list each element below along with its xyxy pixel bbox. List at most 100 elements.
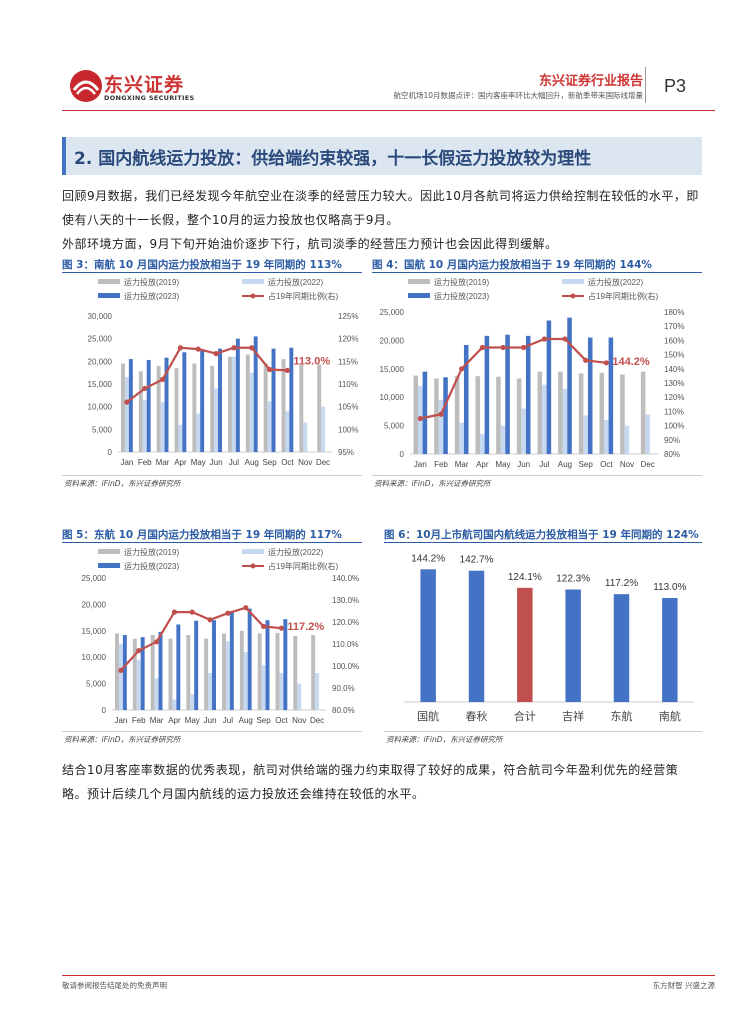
fig5-ratio-point [278, 625, 285, 631]
paragraph-1: 回顾9月数据，我们已经发现今年航空业在淡季的经营压力较大。因此10月各航司将运力… [62, 189, 699, 227]
section-heading: 2. 国内航线运力投放：供给端约束较强，十一长假运力投放较为理性 [62, 137, 702, 175]
fig5-ratio-point [136, 648, 142, 654]
fig3-y2tick-label: 125% [338, 312, 358, 321]
fig5-xtick-label: Dec [310, 716, 324, 725]
fig3-bar-s2023 [235, 338, 240, 452]
fig5-bar-s2023 [229, 611, 234, 710]
fig3-xtick-label: Mar [156, 458, 170, 467]
fig3-legend-label-s2022: 运力投放(2022) [268, 277, 323, 287]
fig6-bar [613, 594, 630, 702]
fig4-ratio-point [417, 415, 423, 422]
disclaimer-note: 敬请参阅报告结尾处的免责声明 [62, 981, 167, 990]
fig4-xtick-label: Aug [558, 460, 572, 469]
fig5-bar-s2022 [261, 665, 266, 710]
fig3-bar-s2023 [146, 359, 151, 452]
fig5-bar-s2022 [225, 641, 230, 710]
fig5-ratio-point [225, 610, 231, 616]
fig4-bar-s2023 [608, 337, 614, 454]
fig4-legend-marker-ratio [570, 293, 576, 299]
fig4-xtick-label: Oct [600, 460, 613, 469]
fig6-data-label: 122.3% [556, 573, 590, 584]
fig5-xtick-label: Jan [114, 716, 127, 725]
logo-text-en: DONGXING SECURITIES [104, 94, 195, 102]
fig4-bar-s2022 [480, 434, 485, 454]
fig4-y2tick-label: 180% [664, 308, 684, 317]
fig3-ytick-label: 20,000 [88, 357, 113, 366]
fig4-ytick-label: 25,000 [380, 308, 405, 317]
fig5-xtick-label: Jul [223, 716, 233, 725]
fig4-bar-s2022 [500, 425, 506, 454]
fig5-bar-s2019 [186, 635, 191, 710]
fig4-bar-s2023 [546, 320, 552, 454]
fig3-ratio-point [266, 366, 273, 373]
fig3-ratio-point [249, 345, 255, 351]
fig5-ratio-point [171, 609, 178, 615]
fig5-legend-swatch-s2019 [98, 549, 120, 554]
fig4-y2tick-label: 120% [664, 393, 684, 402]
fig3-bar-s2019 [263, 363, 268, 452]
fig3-bar-s2022 [124, 377, 129, 452]
fig5-ratio-point [207, 617, 213, 623]
fig3-source-rule [62, 475, 362, 476]
fig3-ratio-line [126, 346, 288, 404]
fig5-legend-label-s2023: 运力投放(2023) [124, 561, 179, 571]
fig3-bar-s2019 [210, 365, 215, 452]
fig5-bar-s2023 [176, 624, 181, 710]
fig4-bar-s2022 [645, 414, 650, 454]
fig4-xtick-label: Jul [539, 460, 549, 469]
fig3-ytick-label: 5,000 [92, 425, 113, 434]
page-number: P3 [664, 76, 687, 96]
fig4-bar-s2023 [567, 317, 572, 454]
fig4-y2tick-label: 80% [664, 450, 680, 459]
fig5-bar-s2022 [297, 683, 302, 710]
fig4-bar-s2023 [505, 334, 510, 454]
fig3-bar-s2019 [228, 356, 232, 452]
fig3-bar-s2022 [285, 411, 290, 452]
fig4-source-rule [372, 475, 702, 476]
fig6-xtick-label: 国航 [417, 709, 439, 723]
fig3-bar-s2023 [253, 336, 258, 452]
report-title: 东兴证券行业报告 [538, 74, 643, 89]
fig3-y2tick-label: 95% [338, 448, 354, 457]
fig6-data-label: 113.0% [653, 582, 686, 593]
fig3-bar-s2022 [321, 406, 326, 452]
fig5-xtick-label: Feb [132, 716, 146, 725]
fig5-legend-marker-ratio [250, 563, 256, 569]
fig4-bar-s2022 [604, 419, 609, 454]
fig5-xtick-label: Jun [204, 716, 217, 725]
fig4-caption: 图 4：国航 10 月国内运力投放相当于 19 年同期的 144% [372, 259, 652, 271]
fig5-y2tick-label: 130.0% [332, 596, 359, 605]
fig6-data-label: 124.1% [508, 572, 542, 583]
fig3-bar-s2022 [196, 413, 201, 452]
fig4-legend-label-s2023: 运力投放(2023) [434, 291, 489, 301]
fig5-caption-rule [62, 542, 362, 543]
fig5-ytick-label: 20,000 [82, 600, 107, 609]
fig4-xtick-label: Sep [579, 460, 594, 469]
fig4-ratio-line [420, 337, 607, 420]
fig4-ratio-point [479, 344, 485, 351]
fig3-bar-s2019 [281, 359, 286, 452]
fig3-xtick-label: Jan [120, 458, 133, 467]
fig3-bar-s2023 [182, 352, 187, 452]
fig6-bar [662, 598, 678, 702]
fig3-legend-marker-ratio [250, 293, 256, 299]
fig3-bar-s2023 [200, 349, 205, 452]
fig5-bar-s2023 [140, 637, 145, 710]
fig4-legend-label-ratio: 占19年同期比例(右) [588, 291, 659, 301]
fig6-bar [420, 569, 436, 702]
fig6-xtick-label: 合计 [514, 709, 536, 723]
fig6-xtick-label: 东航 [611, 709, 633, 723]
fig5-xtick-label: May [185, 716, 200, 725]
fig3-bar-s2023 [128, 359, 133, 452]
fig3-legend-label-ratio: 占19年同期比例(右) [268, 291, 339, 301]
fig5-xtick-label: Aug [239, 716, 253, 725]
fig5-bar-s2019 [150, 635, 155, 710]
fig3-y2tick-label: 120% [338, 335, 358, 344]
fig4-ytick-label: 15,000 [380, 365, 405, 374]
fig3-xtick-label: Oct [281, 458, 294, 467]
fig6-xtick-label: 春秋 [466, 709, 488, 723]
fig4-bar-s2019 [475, 376, 481, 454]
report-subtitle: 航空机场10月数据点评：国内客座率环比大幅回升，新航季带来国际线增量 [393, 91, 643, 100]
fig3-bar-s2023 [218, 348, 222, 452]
fig5-bar-s2023 [122, 635, 127, 710]
